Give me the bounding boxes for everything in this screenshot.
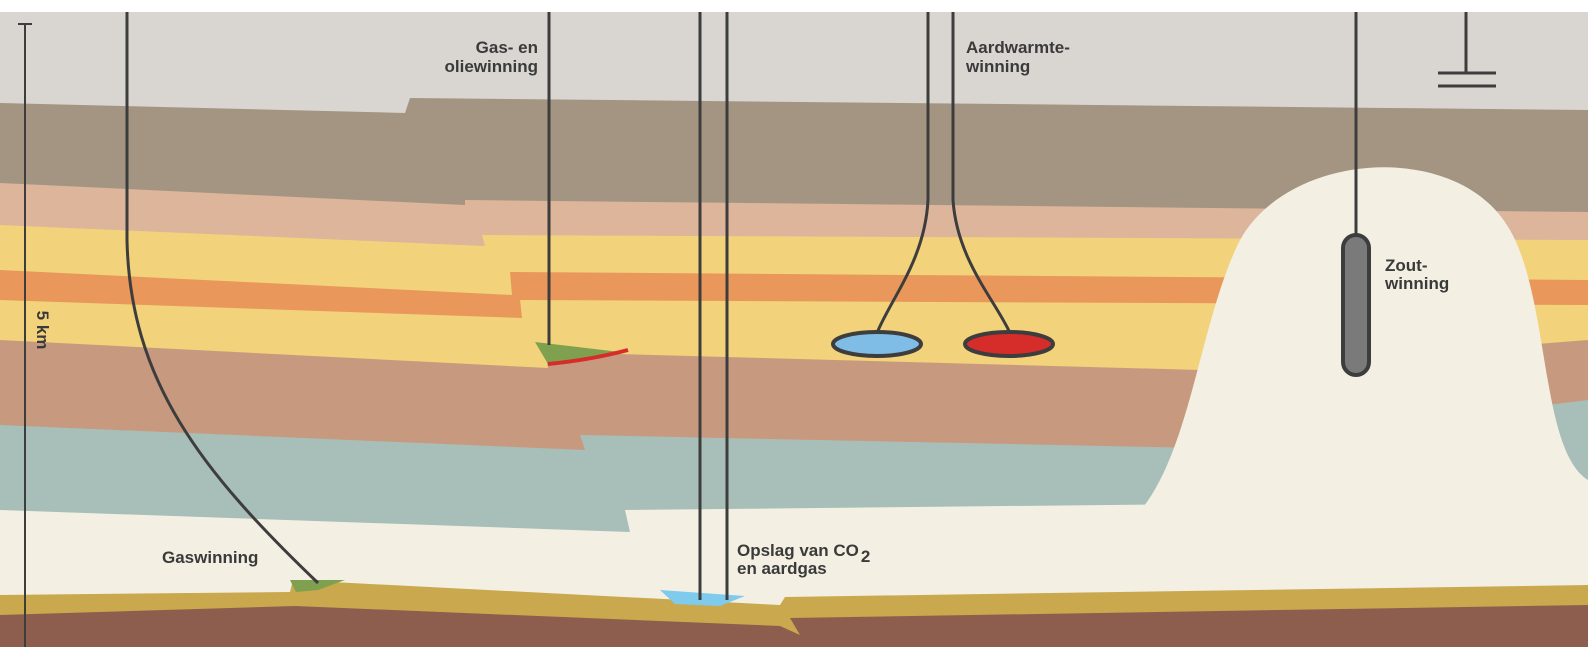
oil-reservoir [535,342,620,364]
label: Gas- en [476,38,538,57]
salt-cavern [1341,233,1371,377]
surface-symbol [1438,12,1496,88]
label: Zout- [1385,256,1427,275]
margin [0,0,1588,12]
oil-layer [547,348,629,366]
scale-bar [18,23,32,647]
salt-dome [1120,167,1588,590]
hot-reservoir [963,330,1055,358]
gas-reservoir [290,580,345,592]
label: oliewinning [445,57,539,76]
well [125,12,320,585]
well [951,12,1012,334]
well [875,12,930,334]
label: winning [1384,274,1449,293]
label: Aardwarmte- [966,38,1070,57]
label: en aardgas [737,559,827,578]
label: Gaswinning [162,548,258,567]
layer [0,605,1588,647]
label: Opslag van CO [737,541,859,560]
label-subscript: 2 [861,547,870,566]
label: winning [965,57,1030,76]
co2-reservoir [660,590,745,606]
scale-label: 5 km [33,311,52,350]
cold-reservoir [831,330,923,358]
